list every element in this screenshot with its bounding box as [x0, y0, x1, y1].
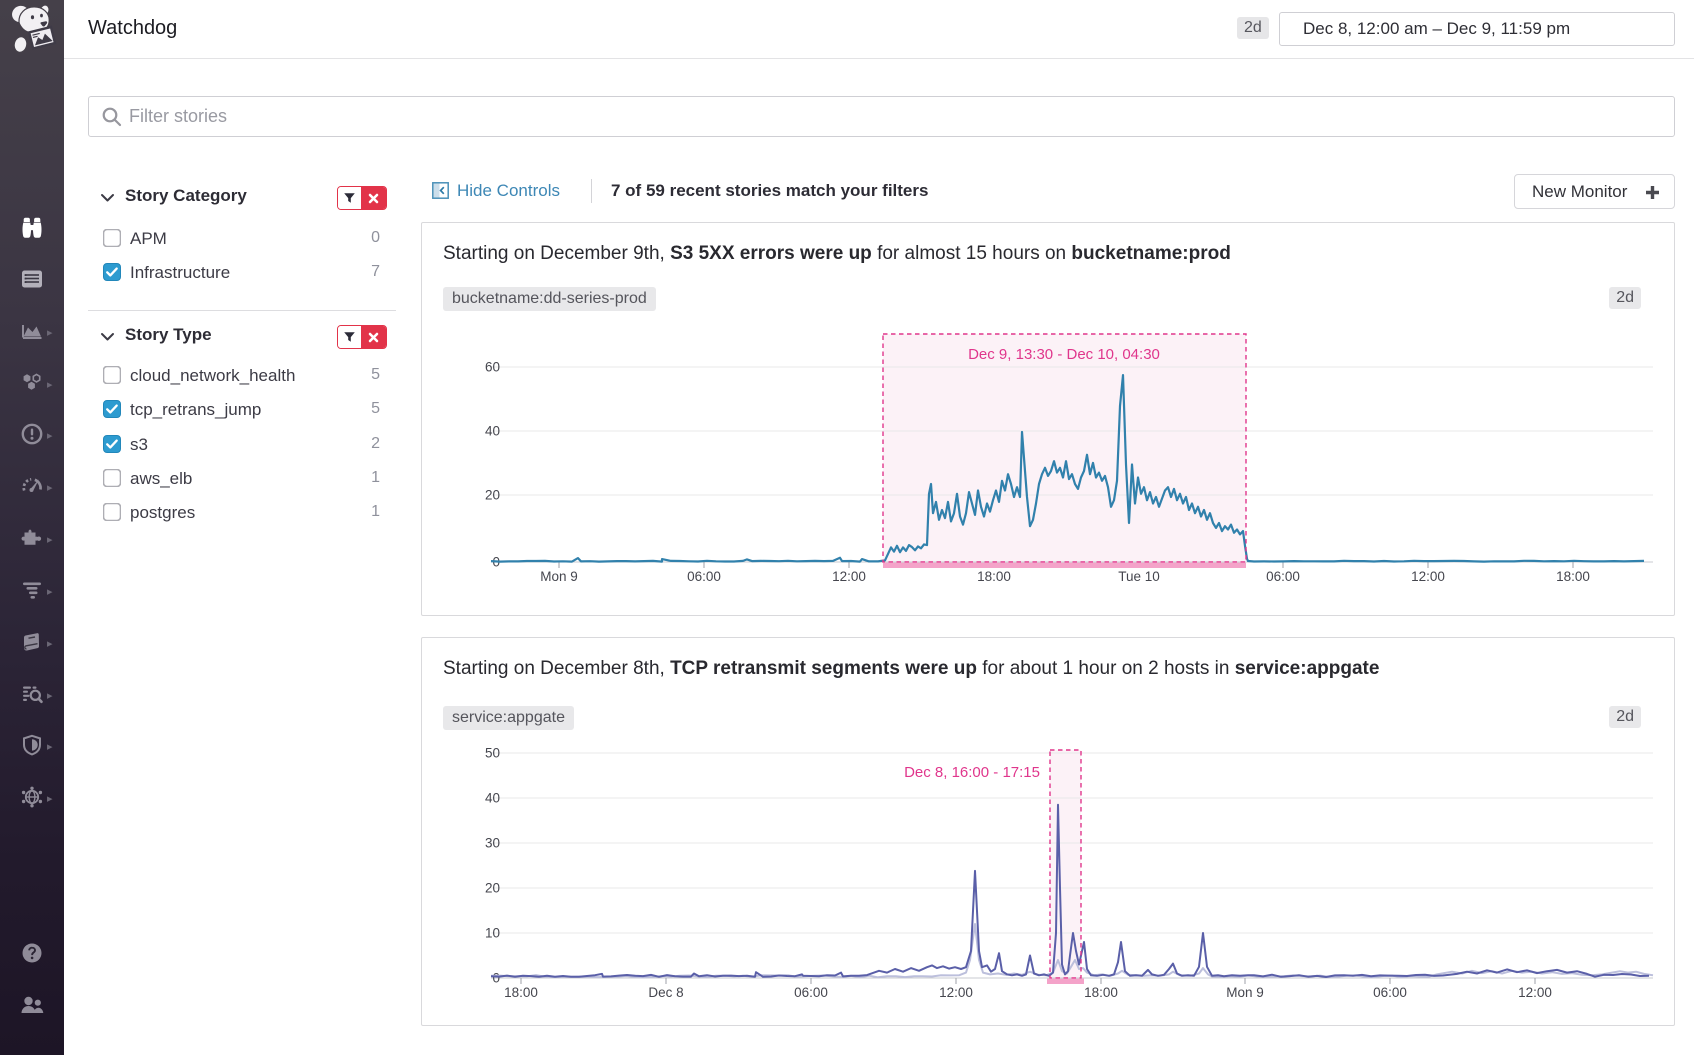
svg-text:06:00: 06:00 — [687, 569, 721, 584]
svg-text:20: 20 — [485, 488, 500, 503]
svg-text:Dec 8: Dec 8 — [648, 985, 683, 1000]
svg-text:06:00: 06:00 — [1373, 985, 1407, 1000]
svg-text:Dec 8, 16:00 - 17:15: Dec 8, 16:00 - 17:15 — [904, 764, 1040, 781]
svg-text:18:00: 18:00 — [1556, 569, 1590, 584]
svg-text:06:00: 06:00 — [1266, 569, 1300, 584]
svg-text:40: 40 — [485, 791, 500, 806]
svg-text:06:00: 06:00 — [794, 985, 828, 1000]
svg-text:40: 40 — [485, 424, 500, 439]
svg-text:12:00: 12:00 — [1411, 569, 1445, 584]
svg-text:50: 50 — [485, 746, 500, 761]
svg-text:20: 20 — [485, 881, 500, 896]
svg-text:Mon 9: Mon 9 — [540, 569, 578, 584]
svg-text:30: 30 — [485, 836, 500, 851]
svg-text:Dec 9, 13:30 - Dec 10, 04:30: Dec 9, 13:30 - Dec 10, 04:30 — [968, 346, 1160, 363]
svg-text:0: 0 — [492, 971, 500, 986]
svg-text:12:00: 12:00 — [1518, 985, 1552, 1000]
svg-text:18:00: 18:00 — [504, 985, 538, 1000]
svg-text:10: 10 — [485, 926, 500, 941]
svg-text:12:00: 12:00 — [939, 985, 973, 1000]
svg-text:18:00: 18:00 — [977, 569, 1011, 584]
svg-text:12:00: 12:00 — [832, 569, 866, 584]
svg-text:18:00: 18:00 — [1084, 985, 1118, 1000]
svg-text:Tue 10: Tue 10 — [1118, 569, 1160, 584]
svg-text:60: 60 — [485, 360, 500, 375]
svg-text:Mon 9: Mon 9 — [1226, 985, 1264, 1000]
